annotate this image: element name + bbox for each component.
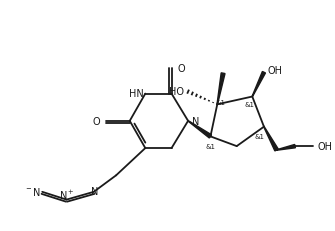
Text: N: N (91, 186, 98, 196)
Text: &1: &1 (254, 134, 264, 140)
Text: HO: HO (169, 86, 184, 96)
Polygon shape (188, 121, 212, 138)
Polygon shape (252, 72, 265, 97)
Text: OH: OH (318, 142, 332, 152)
Text: OH: OH (268, 66, 283, 76)
Text: HN: HN (129, 88, 143, 98)
Text: &1: &1 (205, 143, 215, 149)
Polygon shape (217, 73, 225, 105)
Text: $^-$N: $^-$N (24, 185, 41, 197)
Polygon shape (264, 127, 278, 151)
Text: N: N (192, 116, 199, 126)
Text: O: O (178, 64, 185, 74)
Text: N$^+$: N$^+$ (59, 188, 74, 201)
Text: &1: &1 (215, 100, 225, 106)
Text: &1: &1 (244, 102, 254, 108)
Polygon shape (276, 145, 295, 151)
Text: O: O (93, 116, 100, 126)
